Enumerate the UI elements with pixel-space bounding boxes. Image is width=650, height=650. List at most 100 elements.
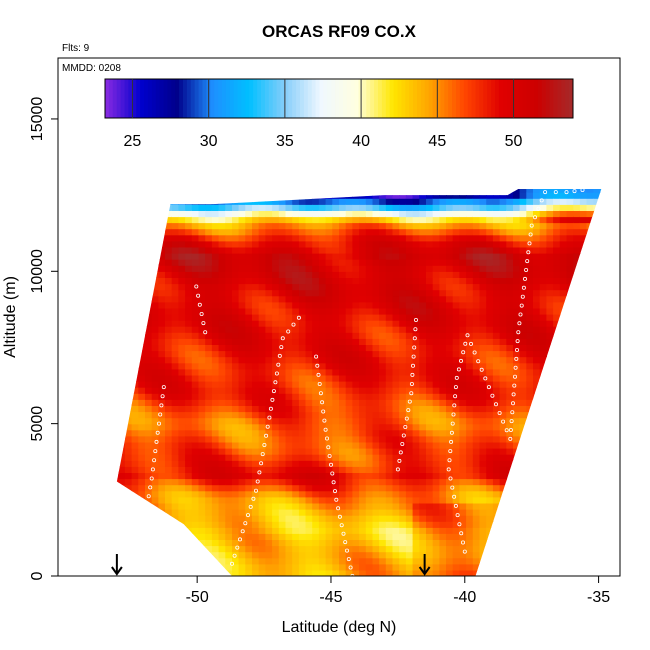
colorbar-swatch — [163, 79, 168, 118]
heatmap-cell — [171, 417, 179, 425]
heatmap-cell — [513, 356, 521, 364]
heatmap-cell — [225, 399, 233, 406]
heatmap-cell — [332, 387, 340, 394]
heatmap-cell — [472, 466, 481, 473]
heatmap-cell — [252, 307, 260, 315]
track-point — [453, 503, 458, 508]
heatmap-cell — [252, 441, 260, 449]
heatmap-cell — [359, 374, 367, 382]
heatmap-cell — [365, 429, 374, 437]
heatmap-cell — [392, 253, 400, 260]
heatmap-cell — [539, 277, 547, 285]
heatmap-cell — [178, 496, 186, 504]
heatmap-cell — [439, 448, 447, 455]
heatmap-cell — [124, 478, 133, 486]
heatmap-cell — [205, 295, 213, 303]
heatmap-cell — [499, 259, 507, 266]
heatmap-cell — [332, 557, 340, 565]
heatmap-cell — [379, 350, 387, 358]
heatmap-cell — [365, 569, 374, 576]
heatmap-cell — [305, 222, 313, 230]
heatmap-cell — [205, 326, 213, 333]
heatmap-cell — [352, 240, 360, 248]
heatmap-cell — [379, 240, 387, 248]
heatmap-cell — [245, 362, 253, 370]
heatmap-cell — [292, 283, 300, 291]
heatmap-cell — [513, 435, 521, 443]
heatmap-cell — [238, 240, 246, 248]
heatmap-cell — [405, 228, 414, 236]
heatmap-cell — [218, 545, 226, 553]
heatmap-cell — [392, 216, 400, 224]
heatmap-cell — [486, 326, 494, 333]
heatmap-cell — [232, 435, 240, 443]
heatmap-cell — [385, 362, 394, 370]
heatmap-cell — [171, 478, 179, 486]
heatmap-cell — [272, 277, 280, 285]
heatmap-cell — [265, 362, 273, 370]
heatmap-cell — [305, 563, 313, 571]
heatmap-cell — [486, 295, 494, 303]
heatmap-cell — [198, 307, 206, 315]
heatmap-cell — [318, 222, 327, 230]
heatmap-cell — [546, 198, 554, 205]
heatmap-cell — [345, 551, 353, 559]
heatmap-cell — [459, 429, 467, 437]
track-point — [348, 565, 353, 570]
heatmap-cell — [446, 387, 454, 394]
heatmap-cell — [499, 448, 507, 455]
heatmap-cell — [211, 460, 220, 467]
heatmap-cell — [185, 210, 193, 218]
heatmap-cell — [405, 222, 414, 230]
heatmap-cell — [405, 533, 414, 540]
heatmap-cell — [519, 265, 527, 272]
heatmap-cell — [238, 411, 246, 419]
heatmap-cell — [426, 454, 434, 461]
heatmap-cell — [365, 338, 374, 345]
heatmap-cell — [486, 490, 494, 498]
heatmap-cell — [232, 314, 240, 321]
heatmap-cell — [466, 490, 474, 498]
heatmap-cell — [232, 216, 240, 224]
heatmap-cell — [325, 393, 333, 400]
heatmap-cell — [145, 344, 153, 352]
heatmap-cell — [372, 204, 380, 211]
heatmap-cell — [191, 265, 200, 272]
heatmap-cell — [298, 381, 307, 388]
heatmap-cell — [285, 460, 293, 467]
heatmap-cell — [352, 246, 360, 254]
heatmap-cell — [225, 417, 233, 425]
heatmap-cell — [359, 441, 367, 449]
heatmap-cell — [372, 216, 380, 224]
heatmap-cell — [432, 356, 440, 364]
heatmap-cell — [318, 448, 327, 455]
heatmap-cell — [225, 490, 233, 498]
heatmap-cell — [278, 295, 287, 303]
heatmap-cell — [385, 289, 394, 297]
heatmap-cell — [272, 405, 280, 413]
heatmap-cell — [238, 374, 246, 382]
heatmap-cell — [225, 368, 233, 376]
heatmap-cell — [459, 192, 467, 199]
heatmap-cell — [151, 338, 159, 345]
heatmap-cell — [131, 472, 139, 480]
heatmap-cell — [339, 527, 347, 534]
heatmap-cell — [232, 301, 240, 309]
heatmap-cell — [405, 326, 414, 333]
heatmap-cell — [432, 234, 440, 242]
heatmap-cell — [426, 338, 434, 345]
heatmap-cell — [205, 362, 213, 370]
heatmap-cell — [232, 240, 240, 248]
heatmap-cell — [218, 338, 226, 345]
heatmap-cell — [432, 539, 440, 547]
heatmap-cell — [506, 454, 514, 461]
heatmap-cell — [185, 216, 193, 224]
heatmap-cell — [379, 417, 387, 425]
heatmap-cell — [225, 362, 233, 370]
heatmap-cell — [178, 490, 186, 498]
heatmap-cell — [486, 277, 494, 285]
heatmap-cell — [486, 478, 494, 486]
heatmap-cell — [513, 332, 521, 339]
heatmap-cell — [526, 320, 534, 327]
heatmap-cell — [225, 563, 233, 571]
